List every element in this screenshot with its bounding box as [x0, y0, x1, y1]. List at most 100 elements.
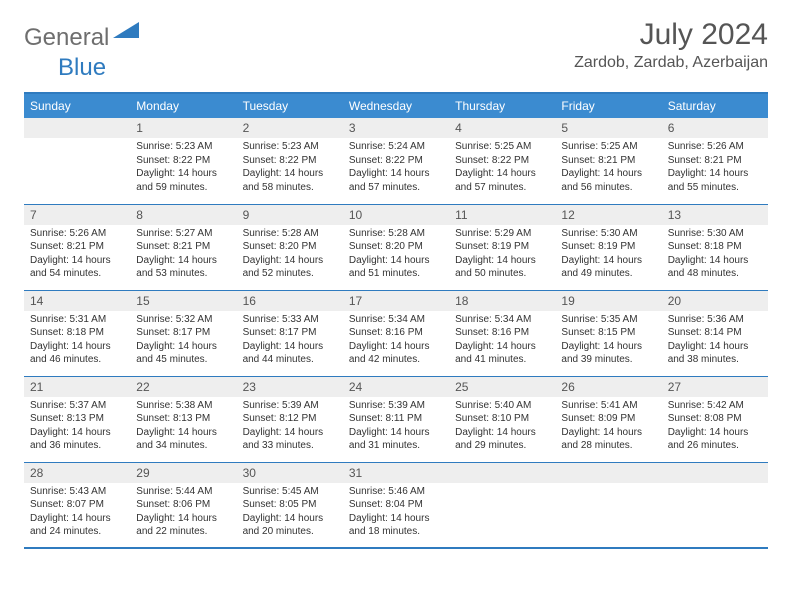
- calendar-day-cell: 27Sunrise: 5:42 AMSunset: 8:08 PMDayligh…: [662, 376, 768, 462]
- day-details: Sunrise: 5:43 AMSunset: 8:07 PMDaylight:…: [30, 485, 124, 539]
- day-details: Sunrise: 5:30 AMSunset: 8:19 PMDaylight:…: [561, 227, 655, 281]
- day-number: 10: [343, 205, 449, 225]
- day-details: Sunrise: 5:38 AMSunset: 8:13 PMDaylight:…: [136, 399, 230, 453]
- weekday-header: Friday: [555, 93, 661, 118]
- day-details: Sunrise: 5:41 AMSunset: 8:09 PMDaylight:…: [561, 399, 655, 453]
- day-number: 14: [24, 291, 130, 311]
- calendar-day-cell: 4Sunrise: 5:25 AMSunset: 8:22 PMDaylight…: [449, 118, 555, 204]
- day-details: Sunrise: 5:24 AMSunset: 8:22 PMDaylight:…: [349, 140, 443, 194]
- calendar-table: Sunday Monday Tuesday Wednesday Thursday…: [24, 92, 768, 549]
- calendar-day-cell: 1Sunrise: 5:23 AMSunset: 8:22 PMDaylight…: [130, 118, 236, 204]
- calendar-week-row: 28Sunrise: 5:43 AMSunset: 8:07 PMDayligh…: [24, 462, 768, 548]
- calendar-week-row: 7Sunrise: 5:26 AMSunset: 8:21 PMDaylight…: [24, 204, 768, 290]
- calendar-day-cell: [24, 118, 130, 204]
- day-details: Sunrise: 5:34 AMSunset: 8:16 PMDaylight:…: [349, 313, 443, 367]
- day-number: 25: [449, 377, 555, 397]
- day-details: Sunrise: 5:25 AMSunset: 8:21 PMDaylight:…: [561, 140, 655, 194]
- calendar-day-cell: 14Sunrise: 5:31 AMSunset: 8:18 PMDayligh…: [24, 290, 130, 376]
- calendar-day-cell: 11Sunrise: 5:29 AMSunset: 8:19 PMDayligh…: [449, 204, 555, 290]
- day-number: 18: [449, 291, 555, 311]
- calendar-week-row: 1Sunrise: 5:23 AMSunset: 8:22 PMDaylight…: [24, 118, 768, 204]
- day-details: Sunrise: 5:26 AMSunset: 8:21 PMDaylight:…: [668, 140, 762, 194]
- day-details: Sunrise: 5:29 AMSunset: 8:19 PMDaylight:…: [455, 227, 549, 281]
- day-number: 20: [662, 291, 768, 311]
- day-details: Sunrise: 5:36 AMSunset: 8:14 PMDaylight:…: [668, 313, 762, 367]
- calendar-day-cell: 23Sunrise: 5:39 AMSunset: 8:12 PMDayligh…: [237, 376, 343, 462]
- day-details: Sunrise: 5:25 AMSunset: 8:22 PMDaylight:…: [455, 140, 549, 194]
- calendar-week-row: 21Sunrise: 5:37 AMSunset: 8:13 PMDayligh…: [24, 376, 768, 462]
- day-number: 13: [662, 205, 768, 225]
- day-number: 9: [237, 205, 343, 225]
- calendar-day-cell: 25Sunrise: 5:40 AMSunset: 8:10 PMDayligh…: [449, 376, 555, 462]
- day-number: [24, 118, 130, 138]
- day-details: Sunrise: 5:28 AMSunset: 8:20 PMDaylight:…: [349, 227, 443, 281]
- weekday-header: Saturday: [662, 93, 768, 118]
- day-number: 30: [237, 463, 343, 483]
- month-title: July 2024: [574, 18, 768, 52]
- day-number: 24: [343, 377, 449, 397]
- logo: General: [24, 22, 141, 53]
- day-number: 28: [24, 463, 130, 483]
- day-details: Sunrise: 5:31 AMSunset: 8:18 PMDaylight:…: [30, 313, 124, 367]
- day-number: [662, 463, 768, 483]
- day-details: Sunrise: 5:39 AMSunset: 8:11 PMDaylight:…: [349, 399, 443, 453]
- weekday-header: Monday: [130, 93, 236, 118]
- day-number: 26: [555, 377, 661, 397]
- weekday-header: Tuesday: [237, 93, 343, 118]
- location-text: Zardob, Zardab, Azerbaijan: [574, 54, 768, 72]
- calendar-day-cell: 12Sunrise: 5:30 AMSunset: 8:19 PMDayligh…: [555, 204, 661, 290]
- logo-text-blue: Blue: [58, 54, 106, 81]
- day-details: Sunrise: 5:34 AMSunset: 8:16 PMDaylight:…: [455, 313, 549, 367]
- day-number: 16: [237, 291, 343, 311]
- day-details: Sunrise: 5:23 AMSunset: 8:22 PMDaylight:…: [243, 140, 337, 194]
- calendar-day-cell: 20Sunrise: 5:36 AMSunset: 8:14 PMDayligh…: [662, 290, 768, 376]
- weekday-header: Thursday: [449, 93, 555, 118]
- calendar-day-cell: 30Sunrise: 5:45 AMSunset: 8:05 PMDayligh…: [237, 462, 343, 548]
- day-details: Sunrise: 5:44 AMSunset: 8:06 PMDaylight:…: [136, 485, 230, 539]
- day-number: 11: [449, 205, 555, 225]
- day-number: 2: [237, 118, 343, 138]
- calendar-week-row: 14Sunrise: 5:31 AMSunset: 8:18 PMDayligh…: [24, 290, 768, 376]
- title-block: July 2024 Zardob, Zardab, Azerbaijan: [574, 18, 768, 72]
- day-number: 15: [130, 291, 236, 311]
- day-number: 4: [449, 118, 555, 138]
- day-details: Sunrise: 5:46 AMSunset: 8:04 PMDaylight:…: [349, 485, 443, 539]
- calendar-day-cell: 29Sunrise: 5:44 AMSunset: 8:06 PMDayligh…: [130, 462, 236, 548]
- day-details: Sunrise: 5:23 AMSunset: 8:22 PMDaylight:…: [136, 140, 230, 194]
- weekday-header: Wednesday: [343, 93, 449, 118]
- day-details: Sunrise: 5:45 AMSunset: 8:05 PMDaylight:…: [243, 485, 337, 539]
- day-details: Sunrise: 5:35 AMSunset: 8:15 PMDaylight:…: [561, 313, 655, 367]
- day-details: Sunrise: 5:42 AMSunset: 8:08 PMDaylight:…: [668, 399, 762, 453]
- day-number: 3: [343, 118, 449, 138]
- calendar-day-cell: 13Sunrise: 5:30 AMSunset: 8:18 PMDayligh…: [662, 204, 768, 290]
- day-number: [449, 463, 555, 483]
- day-number: 29: [130, 463, 236, 483]
- day-details: Sunrise: 5:33 AMSunset: 8:17 PMDaylight:…: [243, 313, 337, 367]
- day-details: Sunrise: 5:30 AMSunset: 8:18 PMDaylight:…: [668, 227, 762, 281]
- logo-triangle-icon: [113, 22, 139, 43]
- day-details: Sunrise: 5:39 AMSunset: 8:12 PMDaylight:…: [243, 399, 337, 453]
- calendar-day-cell: [449, 462, 555, 548]
- day-number: 21: [24, 377, 130, 397]
- weekday-header-row: Sunday Monday Tuesday Wednesday Thursday…: [24, 93, 768, 118]
- calendar-day-cell: 15Sunrise: 5:32 AMSunset: 8:17 PMDayligh…: [130, 290, 236, 376]
- calendar-day-cell: 22Sunrise: 5:38 AMSunset: 8:13 PMDayligh…: [130, 376, 236, 462]
- calendar-day-cell: 26Sunrise: 5:41 AMSunset: 8:09 PMDayligh…: [555, 376, 661, 462]
- day-number: 6: [662, 118, 768, 138]
- day-number: 1: [130, 118, 236, 138]
- calendar-day-cell: 2Sunrise: 5:23 AMSunset: 8:22 PMDaylight…: [237, 118, 343, 204]
- day-number: 31: [343, 463, 449, 483]
- calendar-day-cell: 5Sunrise: 5:25 AMSunset: 8:21 PMDaylight…: [555, 118, 661, 204]
- weekday-header: Sunday: [24, 93, 130, 118]
- calendar-day-cell: 10Sunrise: 5:28 AMSunset: 8:20 PMDayligh…: [343, 204, 449, 290]
- calendar-day-cell: 31Sunrise: 5:46 AMSunset: 8:04 PMDayligh…: [343, 462, 449, 548]
- calendar-day-cell: [555, 462, 661, 548]
- calendar-day-cell: 3Sunrise: 5:24 AMSunset: 8:22 PMDaylight…: [343, 118, 449, 204]
- calendar-day-cell: 21Sunrise: 5:37 AMSunset: 8:13 PMDayligh…: [24, 376, 130, 462]
- logo-text-general: General: [24, 24, 109, 52]
- day-details: Sunrise: 5:32 AMSunset: 8:17 PMDaylight:…: [136, 313, 230, 367]
- day-number: 22: [130, 377, 236, 397]
- calendar-day-cell: [662, 462, 768, 548]
- day-number: 12: [555, 205, 661, 225]
- day-number: 17: [343, 291, 449, 311]
